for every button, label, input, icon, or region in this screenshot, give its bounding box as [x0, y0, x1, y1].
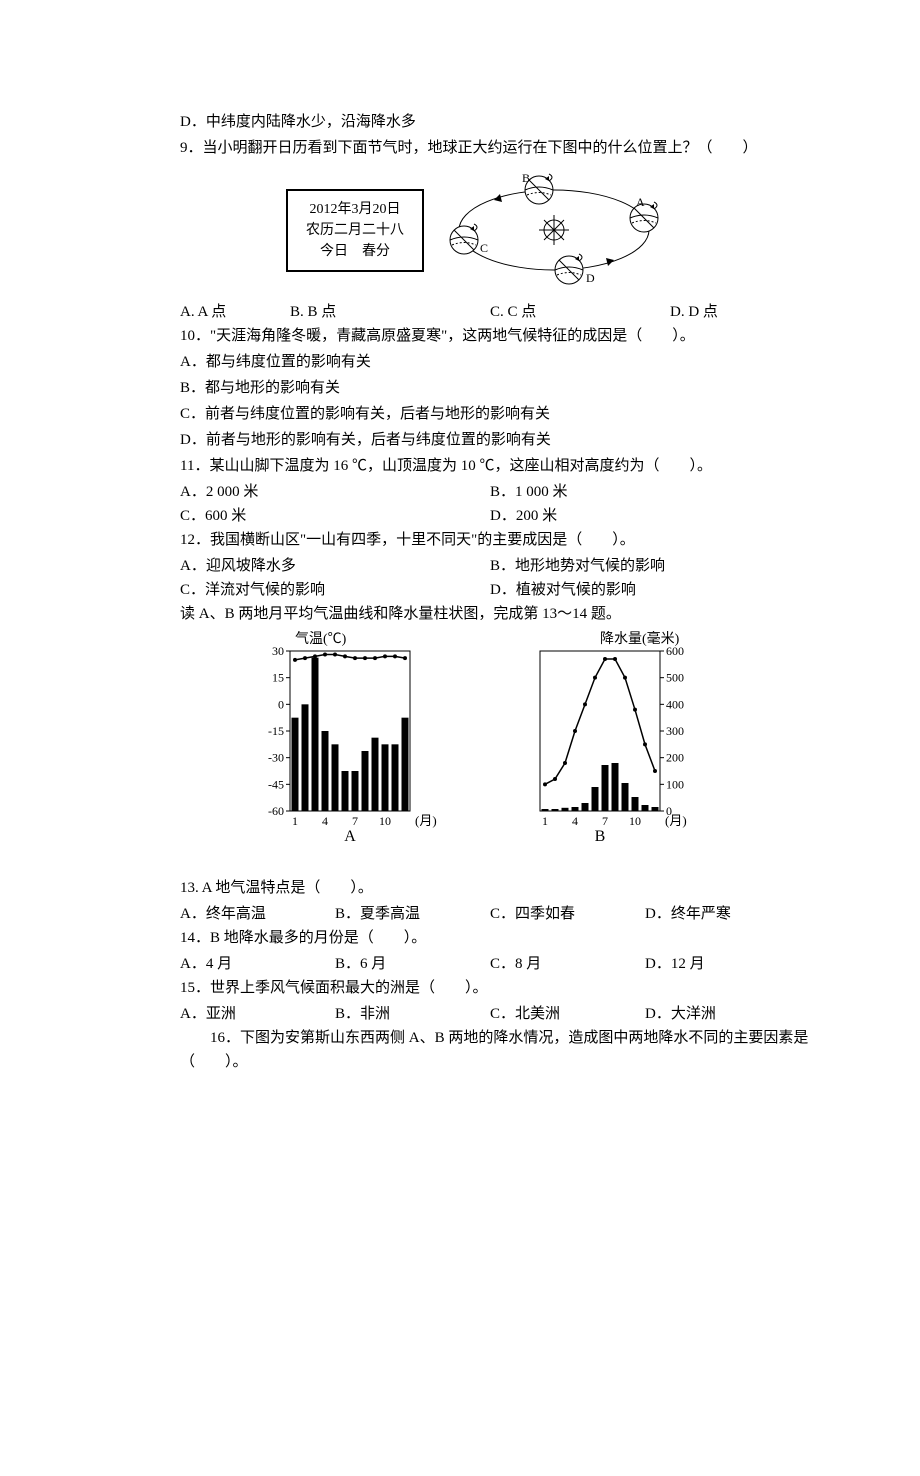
svg-text:C: C	[480, 241, 488, 255]
q16-stem: 16．下图为安第斯山东西两侧 A、B 两地的降水情况，造成图中两地降水不同的主要…	[120, 1026, 800, 1074]
q15-A: A．亚洲	[180, 1002, 335, 1026]
q11-D: D．200 米	[490, 504, 800, 528]
q11-options: A．2 000 米 B．1 000 米 C．600 米 D．200 米	[180, 480, 800, 528]
q10-D: D．前者与地形的影响有关，后者与纬度位置的影响有关	[150, 428, 800, 452]
svg-text:4: 4	[322, 814, 328, 828]
globe-D: D	[555, 254, 595, 285]
q14-B: B．6 月	[335, 952, 490, 976]
q14-D: D．12 月	[645, 952, 800, 976]
q13-D: D．终年严寒	[645, 902, 800, 926]
chart-A: 气温(℃) 30 15 0 -15 -30 -45 -60 1 4 7 10 (月) A	[240, 631, 460, 871]
svg-text:气温(℃): 气温(℃)	[295, 631, 347, 647]
q15-C: C．北美洲	[490, 1002, 645, 1026]
q11-C: C．600 米	[180, 504, 490, 528]
q15-stem: 15．世界上季风气候面积最大的洲是（ ）。	[150, 976, 800, 1000]
svg-text:D: D	[586, 271, 595, 285]
q15-D: D．大洋洲	[645, 1002, 800, 1026]
q9-stem: 9．当小明翻开日历看到下面节气时，地球正大约运行在下图中的什么位置上？（ ）	[150, 136, 800, 160]
svg-text:1: 1	[542, 814, 548, 828]
q14-C: C．8 月	[490, 952, 645, 976]
q13-stem: 13. A 地气温特点是（ ）。	[150, 876, 800, 900]
svg-text:600: 600	[666, 644, 684, 658]
svg-text:10: 10	[379, 814, 391, 828]
q11-stem: 11．某山山脚下温度为 16 ℃，山顶温度为 10 ℃，这座山相对高度约为（ ）…	[150, 454, 800, 478]
q11-A: A．2 000 米	[180, 480, 490, 504]
q10-C: C．前者与纬度位置的影响有关，后者与地形的影响有关	[150, 402, 800, 426]
svg-text:B: B	[522, 171, 530, 185]
svg-text:15: 15	[272, 671, 284, 685]
q12-B: B．地形地势对气候的影响	[490, 554, 800, 578]
q10-A: A．都与纬度位置的影响有关	[150, 350, 800, 374]
q13-C: C．四季如春	[490, 902, 645, 926]
q14-stem: 14．B 地降水最多的月份是（ ）。	[150, 926, 800, 950]
q9-C: C. C 点	[490, 300, 670, 324]
svg-text:-45: -45	[268, 777, 284, 791]
q12-A: A．迎风坡降水多	[180, 554, 490, 578]
svg-text:-30: -30	[268, 751, 284, 765]
q15-B: B．非洲	[335, 1002, 490, 1026]
calendar-box: 2012年3月20日 农历二月二十八 今日 春分	[286, 189, 424, 272]
svg-text:1: 1	[292, 814, 298, 828]
svg-text:-60: -60	[268, 804, 284, 818]
q12-options: A．迎风坡降水多 B．地形地势对气候的影响 C．洋流对气候的影响 D．植被对气候…	[180, 554, 800, 602]
q12-stem: 12．我国横断山区"一山有四季，十里不同天"的主要成因是（ ）。	[150, 528, 800, 552]
readAB: 读 A、B 两地月平均气温曲线和降水量柱状图，完成第 13～14 题。	[150, 602, 800, 626]
globe-A: A	[630, 195, 658, 232]
chart-B: 降水量(毫米) 600500400300200100014710(月)B	[490, 631, 710, 871]
q13-B: B．夏季高温	[335, 902, 490, 926]
svg-text:30: 30	[272, 644, 284, 658]
q13-options: A．终年高温 B．夏季高温 C．四季如春 D．终年严寒	[180, 902, 800, 926]
svg-text:400: 400	[666, 697, 684, 711]
q8-option-d: D．中纬度内陆降水少，沿海降水多	[150, 110, 800, 134]
svg-text:0: 0	[278, 697, 284, 711]
svg-text:7: 7	[352, 814, 358, 828]
q9-B: B. B 点	[290, 300, 490, 324]
climate-charts: 气温(℃) 30150-15-30-45-6014710(月)A 降水量(毫米)…	[150, 631, 800, 871]
q9-figure: 2012年3月20日 农历二月二十八 今日 春分 A B	[150, 170, 800, 290]
calendar-line3: 今日 春分	[306, 241, 404, 262]
svg-text:200: 200	[666, 751, 684, 765]
q9-A: A. A 点	[180, 300, 290, 324]
q12-D: D．植被对气候的影响	[490, 578, 800, 602]
svg-text:A: A	[344, 828, 356, 845]
orbit-diagram: A B C D	[444, 170, 664, 290]
calendar-line2: 农历二月二十八	[306, 220, 404, 241]
svg-text:300: 300	[666, 724, 684, 738]
calendar-line1: 2012年3月20日	[306, 199, 404, 220]
q12-C: C．洋流对气候的影响	[180, 578, 490, 602]
q15-options: A．亚洲 B．非洲 C．北美洲 D．大洋洲	[180, 1002, 800, 1026]
svg-text:4: 4	[572, 814, 578, 828]
svg-text:100: 100	[666, 777, 684, 791]
svg-text:10: 10	[629, 814, 641, 828]
globe-C: C	[450, 224, 488, 255]
globe-B: B	[522, 171, 553, 204]
svg-text:500: 500	[666, 671, 684, 685]
svg-text:-15: -15	[268, 724, 284, 738]
q10-B: B．都与地形的影响有关	[150, 376, 800, 400]
svg-text:B: B	[595, 828, 606, 845]
svg-text:A: A	[636, 195, 645, 209]
q10-stem: 10．"天涯海角隆冬暖，青藏高原盛夏寒"，这两地气候特征的成因是（ ）。	[150, 324, 800, 348]
q9-options: A. A 点 B. B 点 C. C 点 D. D 点	[180, 300, 800, 324]
q14-options: A．4 月 B．6 月 C．8 月 D．12 月	[180, 952, 800, 976]
q14-A: A．4 月	[180, 952, 335, 976]
svg-text:(月): (月)	[415, 813, 437, 828]
q13-A: A．终年高温	[180, 902, 335, 926]
svg-text:(月): (月)	[665, 813, 687, 828]
svg-text:7: 7	[602, 814, 608, 828]
q9-D: D. D 点	[670, 300, 718, 324]
q11-B: B．1 000 米	[490, 480, 800, 504]
